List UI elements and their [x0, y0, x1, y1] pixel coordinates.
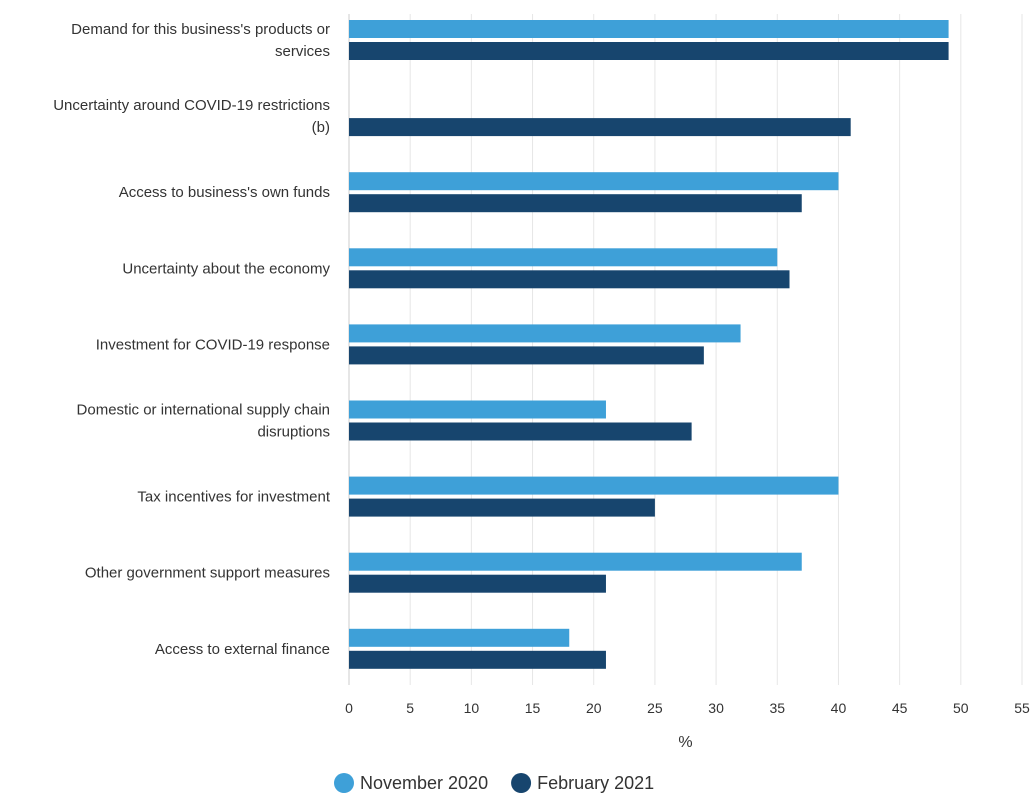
bar-february-2021[interactable]	[349, 574, 606, 593]
bar-february-2021[interactable]	[349, 346, 704, 365]
x-tick-label: 25	[647, 700, 663, 716]
bar-february-2021[interactable]	[349, 194, 802, 213]
legend-label: February 2021	[537, 773, 654, 793]
x-tick-label: 10	[464, 700, 480, 716]
bar-february-2021[interactable]	[349, 650, 606, 669]
category-label: Access to business's own funds	[119, 184, 330, 201]
x-tick-label: 45	[892, 700, 908, 716]
x-axis-ticks: 0 5 10 15 20 25 30 35 40 45 50 55	[345, 700, 1030, 716]
category-label: disruptions	[257, 424, 330, 441]
bar-november-2020[interactable]	[349, 20, 949, 38]
legend-marker	[511, 773, 532, 793]
x-axis-title: %	[678, 734, 692, 751]
legend-marker	[334, 773, 354, 793]
category-label: Domestic or international supply chain	[77, 402, 330, 419]
category-label: Demand for this business's products or	[71, 21, 330, 38]
x-tick-label: 20	[586, 700, 602, 716]
category-label: Uncertainty around COVID-19 restrictions	[53, 97, 330, 114]
bar-november-2020[interactable]	[349, 628, 570, 647]
legend-item-november-2020[interactable]: November 2020	[334, 773, 488, 793]
legend[interactable]: November 2020 February 2021	[334, 773, 654, 793]
x-tick-label: 0	[345, 700, 353, 716]
x-tick-label: 30	[708, 700, 724, 716]
bar-november-2020[interactable]	[349, 400, 606, 419]
bar-layer	[349, 20, 949, 669]
category-label: services	[275, 43, 330, 60]
x-tick-label: 40	[831, 700, 847, 716]
bar-february-2021[interactable]	[349, 498, 655, 517]
bar-november-2020[interactable]	[349, 172, 839, 191]
bar-february-2021[interactable]	[349, 422, 692, 441]
category-label: (b)	[312, 119, 330, 136]
category-label: Investment for COVID-19 response	[96, 336, 330, 353]
category-label: Tax incentives for investment	[137, 489, 330, 506]
bar-february-2021[interactable]	[349, 42, 949, 60]
bar-february-2021[interactable]	[349, 118, 851, 137]
x-tick-label: 55	[1014, 700, 1030, 716]
bar-february-2021[interactable]	[349, 270, 790, 289]
x-tick-label: 15	[525, 700, 541, 716]
category-label: Uncertainty about the economy	[122, 260, 330, 277]
legend-item-february-2021[interactable]: February 2021	[511, 773, 654, 793]
bar-november-2020[interactable]	[349, 248, 778, 267]
legend-label: November 2020	[360, 773, 488, 793]
category-label: Access to external finance	[155, 641, 330, 658]
category-label: Other government support measures	[85, 565, 330, 582]
bar-november-2020[interactable]	[349, 476, 839, 495]
bar-november-2020[interactable]	[349, 552, 802, 571]
x-tick-label: 5	[406, 700, 414, 716]
bar-november-2020[interactable]	[349, 324, 741, 343]
category-labels: Demand for this business's products or se…	[53, 21, 331, 658]
x-tick-label: 35	[769, 700, 785, 716]
x-tick-label: 50	[953, 700, 969, 716]
